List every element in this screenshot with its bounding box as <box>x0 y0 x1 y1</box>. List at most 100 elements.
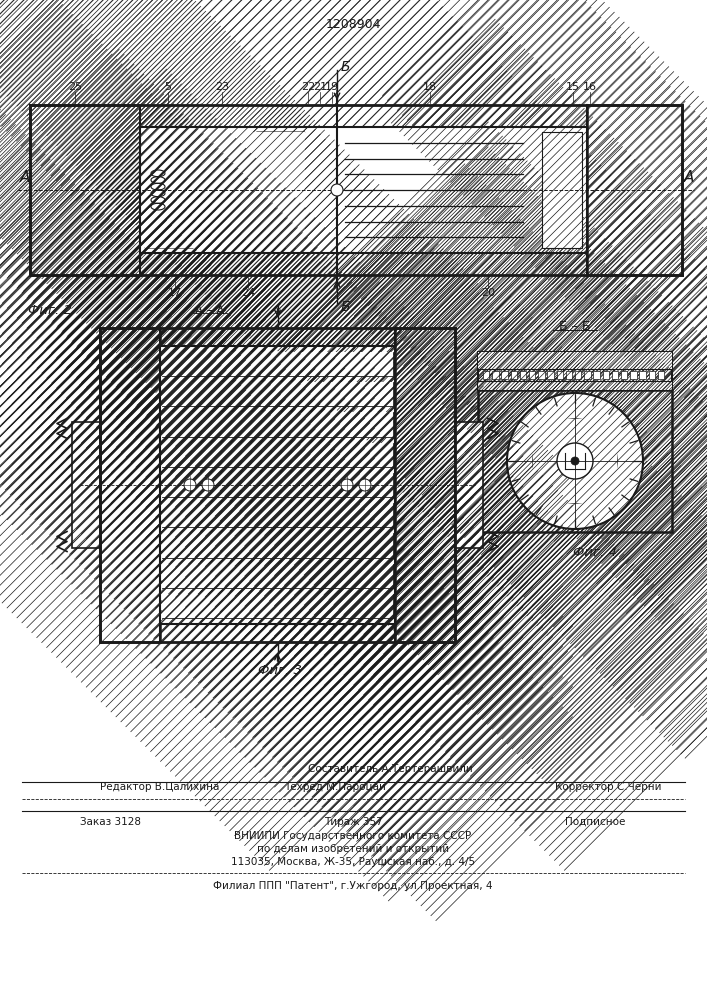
Bar <box>612 371 618 379</box>
Text: 15: 15 <box>566 82 580 92</box>
Text: Редактор В.Цалихина: Редактор В.Цалихина <box>100 782 219 792</box>
Bar <box>162 503 393 527</box>
Bar <box>162 412 393 437</box>
Bar <box>140 253 587 275</box>
Circle shape <box>533 419 617 503</box>
Bar <box>140 127 587 253</box>
Text: Филиал ППП "Патент", г.Ужгород, ул.Проектная, 4: Филиал ППП "Патент", г.Ужгород, ул.Проек… <box>214 881 493 891</box>
Bar <box>162 412 393 437</box>
Text: Фиг. 2: Фиг. 2 <box>28 304 72 316</box>
Circle shape <box>184 479 196 491</box>
Bar <box>483 371 489 379</box>
Text: Фиг. 4: Фиг. 4 <box>573 546 617 558</box>
Bar <box>478 352 672 390</box>
Circle shape <box>331 184 343 196</box>
Text: А – А: А – А <box>195 304 225 316</box>
Circle shape <box>202 479 214 491</box>
Bar <box>162 473 393 497</box>
Text: 16: 16 <box>583 82 597 92</box>
Bar <box>162 564 393 588</box>
Bar <box>520 371 526 379</box>
Bar <box>160 346 395 624</box>
Text: 24: 24 <box>241 288 255 298</box>
Text: по делам изобретений и открытий: по делам изобретений и открытий <box>257 844 449 854</box>
Bar <box>533 419 617 503</box>
Bar <box>455 422 483 548</box>
Text: Б – Б: Б – Б <box>559 320 591 334</box>
Text: A: A <box>20 170 30 186</box>
Text: Фиг. 3: Фиг. 3 <box>258 664 302 676</box>
Bar <box>630 371 636 379</box>
Text: 25: 25 <box>68 82 82 92</box>
Bar <box>162 594 393 618</box>
Bar <box>556 371 563 379</box>
Bar <box>100 328 160 642</box>
Bar <box>648 371 655 379</box>
Bar <box>542 132 582 248</box>
Bar <box>162 594 393 618</box>
Polygon shape <box>145 132 305 248</box>
Bar <box>162 564 393 588</box>
Bar <box>478 390 672 532</box>
Circle shape <box>359 479 371 491</box>
Circle shape <box>557 443 593 479</box>
Bar <box>162 352 393 376</box>
Text: 113035, Москва, Ж-35, Раушская наб., д. 4/5: 113035, Москва, Ж-35, Раушская наб., д. … <box>231 857 475 867</box>
Circle shape <box>507 393 643 529</box>
Bar <box>621 371 627 379</box>
Text: 18: 18 <box>423 82 437 92</box>
Bar <box>395 328 455 642</box>
Bar <box>501 371 508 379</box>
Text: Заказ 3128: Заказ 3128 <box>80 817 141 827</box>
Bar <box>162 533 393 558</box>
Bar <box>584 371 590 379</box>
Text: 19: 19 <box>325 82 339 92</box>
Bar <box>547 371 554 379</box>
Text: 22: 22 <box>301 82 315 92</box>
Text: 17: 17 <box>168 288 182 298</box>
Bar <box>538 371 544 379</box>
Bar <box>30 105 682 275</box>
Text: Тираж 357: Тираж 357 <box>324 817 382 827</box>
Text: A: A <box>684 170 694 186</box>
Bar <box>162 533 393 558</box>
Bar <box>566 371 572 379</box>
Circle shape <box>571 457 579 465</box>
Bar <box>478 380 672 390</box>
Text: 21: 21 <box>313 82 327 92</box>
Bar <box>72 422 100 548</box>
Bar <box>162 473 393 497</box>
Bar <box>140 105 587 127</box>
Bar <box>162 443 393 467</box>
Text: Составитель А.Тертерашвили: Составитель А.Тертерашвили <box>308 764 472 774</box>
Text: 1208904: 1208904 <box>325 18 381 31</box>
Text: 20: 20 <box>481 288 495 298</box>
Text: Подписное: Подписное <box>565 817 626 827</box>
Bar <box>145 132 305 248</box>
Bar <box>575 371 581 379</box>
Bar <box>658 371 665 379</box>
Circle shape <box>341 479 353 491</box>
Bar <box>587 105 682 275</box>
Text: Корректор С.Черни: Корректор С.Черни <box>555 782 662 792</box>
Bar <box>602 371 609 379</box>
Text: 5: 5 <box>165 82 172 92</box>
Bar <box>162 382 393 406</box>
Text: Б: Б <box>340 300 350 314</box>
Bar <box>162 503 393 527</box>
Bar <box>478 352 672 369</box>
Bar <box>639 371 645 379</box>
Bar <box>100 328 455 642</box>
Bar <box>160 346 395 624</box>
Text: ВНИИПИ Государственного комитета СССР: ВНИИПИ Государственного комитета СССР <box>235 831 472 841</box>
Text: Техред М.Пароцай: Техред М.Пароцай <box>284 782 386 792</box>
Bar <box>162 352 393 376</box>
Bar <box>593 371 600 379</box>
Text: 23: 23 <box>215 82 229 92</box>
Bar <box>162 382 393 406</box>
Bar <box>30 105 140 275</box>
Bar <box>162 443 393 467</box>
Bar <box>510 371 517 379</box>
Bar <box>529 371 535 379</box>
Bar <box>492 371 498 379</box>
